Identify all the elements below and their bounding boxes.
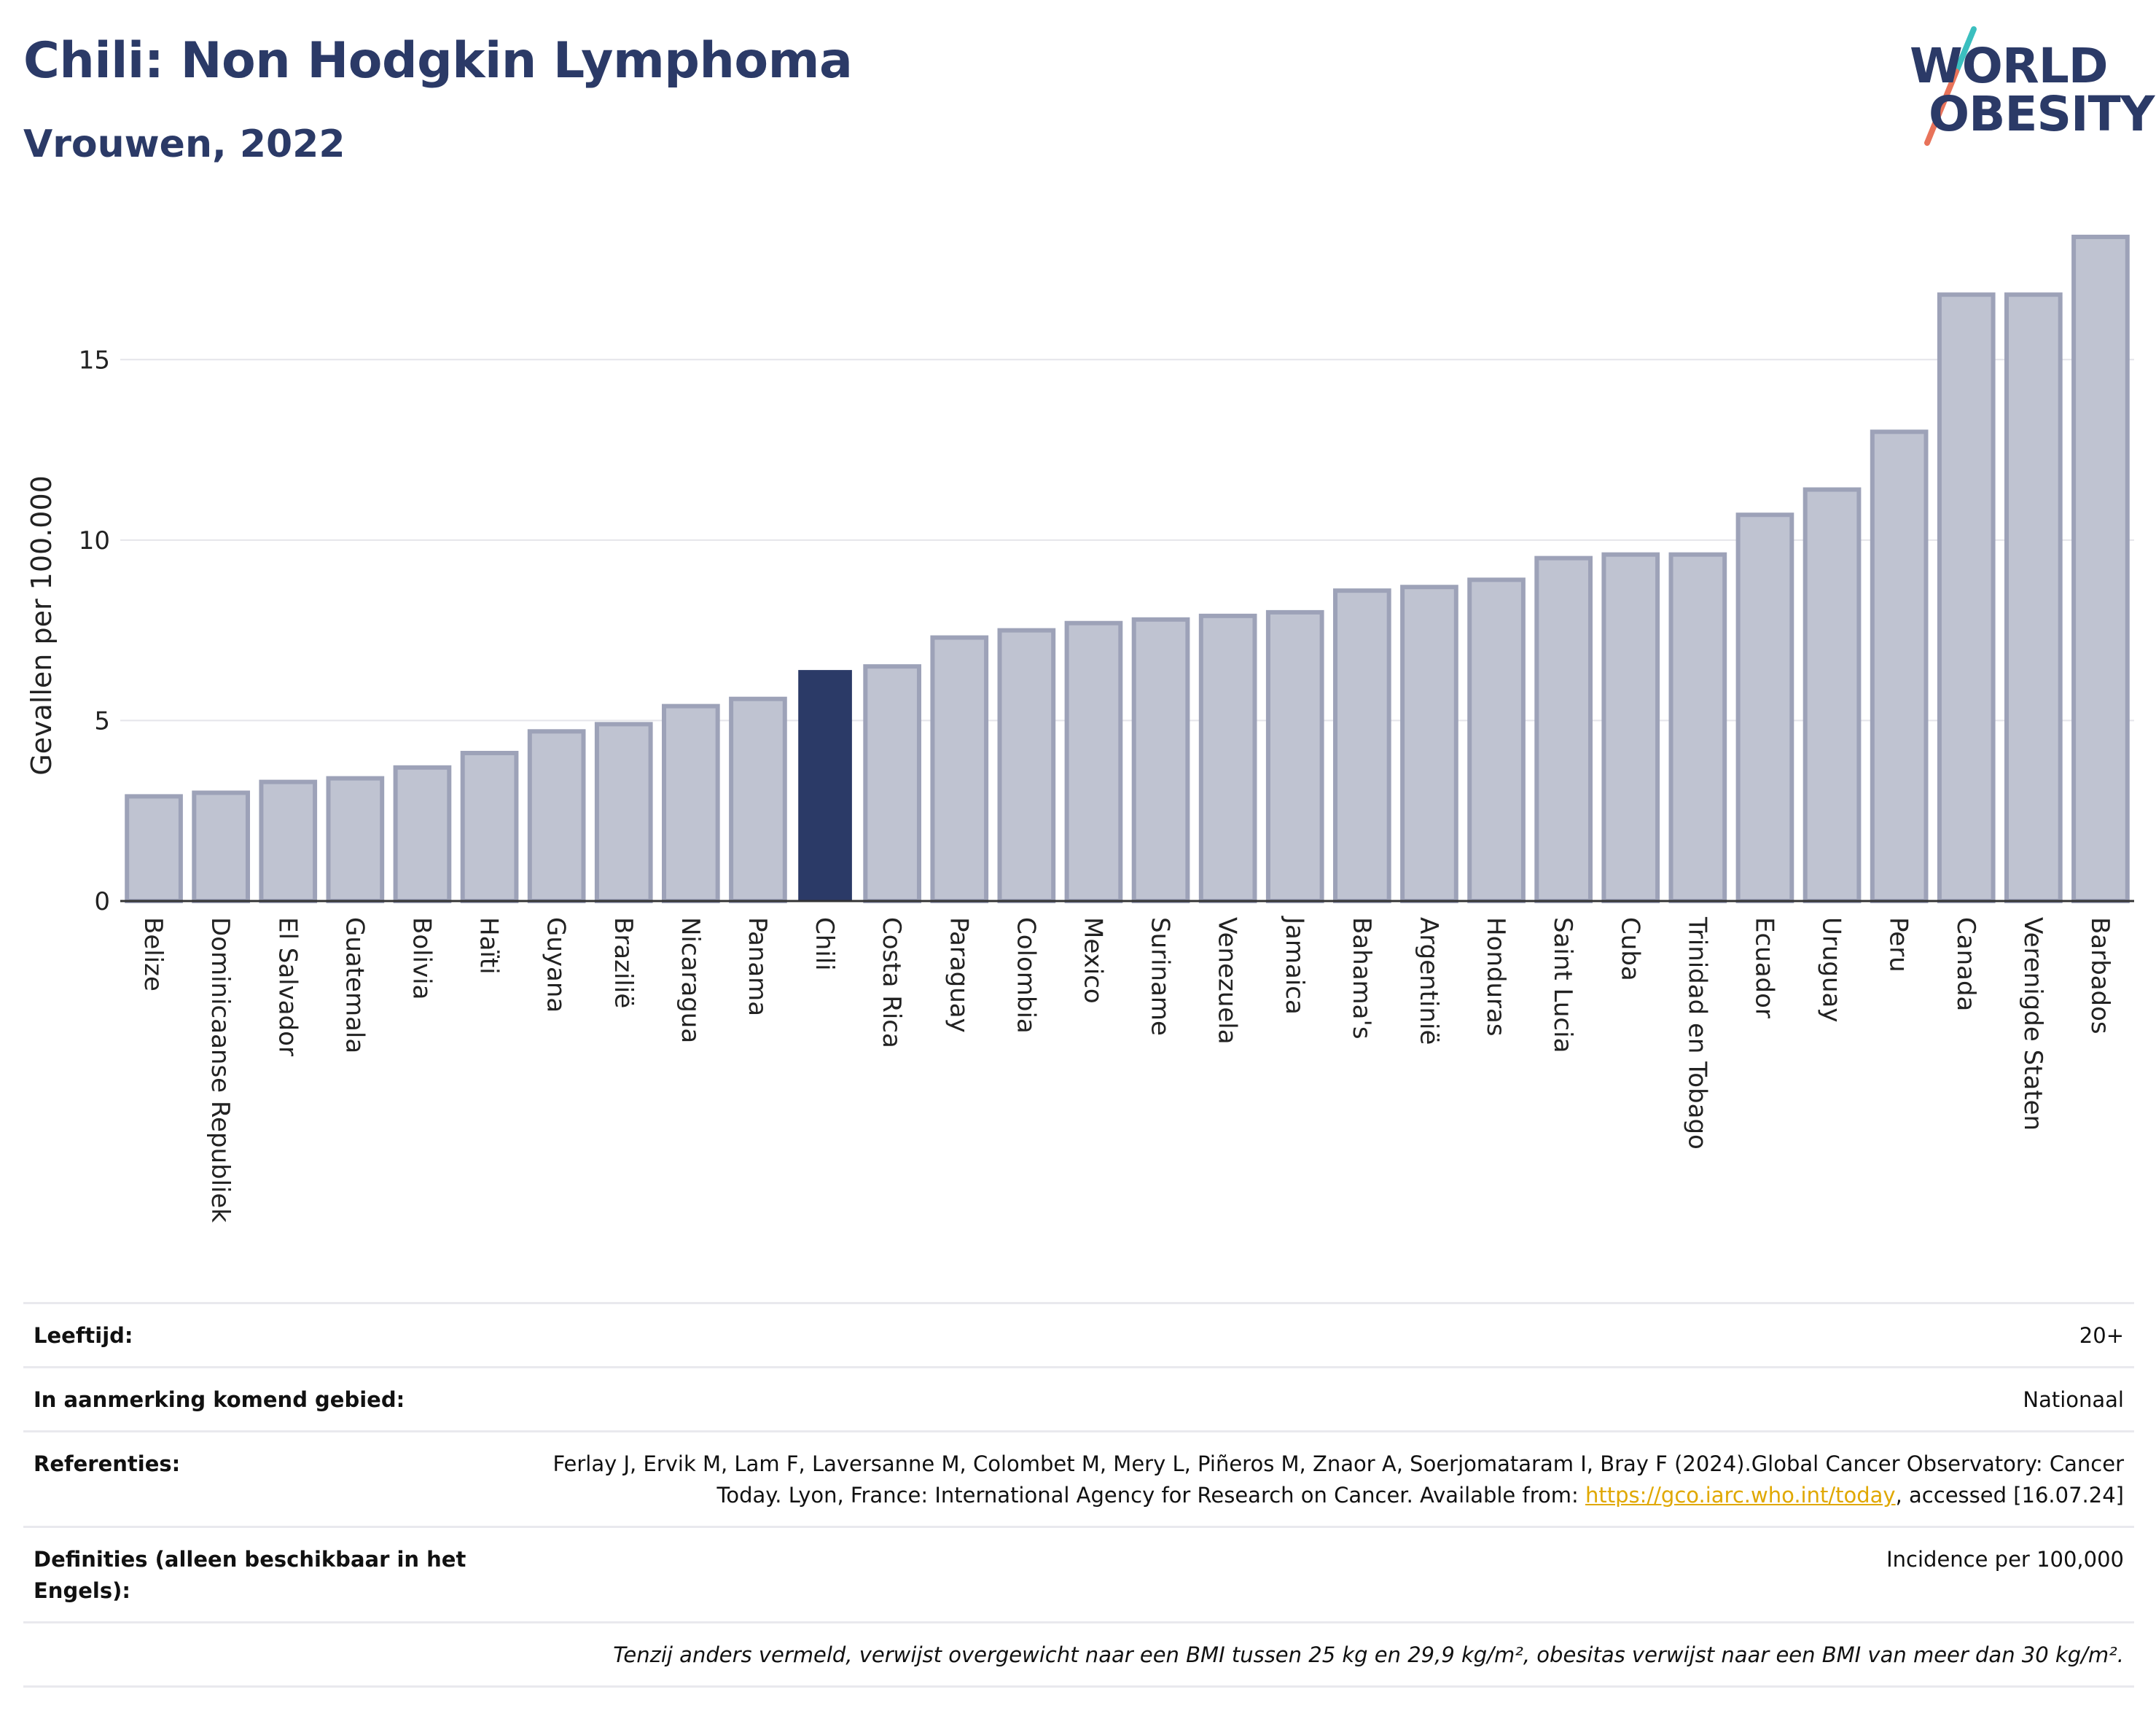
bars — [125, 234, 2130, 904]
y-axis-label: Gevallen per 100.000 — [26, 475, 58, 776]
footnote: Tenzij anders vermeld, verwijst overgewi… — [23, 1621, 2134, 1688]
x-tick-label: Bolivia — [407, 917, 436, 999]
x-tick-label: Costa Rica — [877, 917, 906, 1048]
bar — [1064, 620, 1123, 904]
references-accessed: , accessed [16.07.24] — [1895, 1483, 2124, 1508]
bar — [1870, 429, 1929, 903]
bar — [1735, 512, 1794, 904]
logo-line-2: OBESITY — [1929, 86, 2155, 142]
x-tick-label: Paraguay — [944, 917, 973, 1033]
bar — [594, 722, 653, 903]
bar — [1265, 609, 1324, 903]
x-tick-label: Haïti — [474, 917, 504, 975]
definitions-label: Definities (alleen beschikbaar in het En… — [34, 1547, 466, 1603]
x-tick-label: Uruguay — [1817, 917, 1846, 1023]
x-tick-label: Jamaica — [1280, 916, 1309, 1015]
x-tick-label: Chili — [810, 917, 839, 971]
world-obesity-logo: WORLD OBESITY — [1895, 20, 2155, 159]
x-tick-label: Honduras — [1481, 917, 1510, 1037]
age-value: 20+ — [2079, 1323, 2124, 1348]
definitions-value: Incidence per 100,000 — [1886, 1547, 2124, 1572]
bar — [1333, 588, 1391, 903]
bar — [1802, 487, 1862, 903]
x-tick-labels: Belize Dominicaanse Republiek El Salvador G… — [138, 916, 2114, 1223]
bar — [527, 729, 586, 904]
x-tick-label: Saint Lucia — [1548, 917, 1577, 1053]
x-tick-label: Ecuador — [1749, 917, 1778, 1018]
x-tick-label: Peru — [1884, 917, 1913, 972]
x-tick-label: Trinidad en Tobago — [1682, 916, 1711, 1150]
x-tick-label: Brazilië — [609, 917, 638, 1008]
x-tick-label: Suriname — [1146, 917, 1175, 1036]
bar — [662, 703, 720, 903]
bar — [125, 794, 183, 904]
bar-chart: 0 5 10 15 Belize Dominicaanse Republiek El Sa… — [26, 234, 2134, 1223]
chart-subtitle: Vrouwen, 2022 — [23, 122, 345, 166]
area-value: Nationaal — [2023, 1387, 2124, 1412]
references-label: Referenties: — [34, 1451, 181, 1476]
x-tick-label: Mexico — [1078, 917, 1107, 1004]
x-tick-label: Verenigde Staten — [2018, 917, 2047, 1131]
bar — [1534, 555, 1593, 904]
meta-row-references: Referenties: Ferlay J, Ervik M, Lam F, L… — [23, 1430, 2134, 1526]
references-text: Ferlay J, Ervik M, Lam F, Laversanne M, … — [552, 1451, 2124, 1508]
meta-row-definitions: Definities (alleen beschikbaar in het En… — [23, 1526, 2134, 1621]
chart-title: Chili: Non Hodgkin Lymphoma — [23, 32, 853, 90]
references-link[interactable]: https://gco.iarc.who.int/today — [1585, 1483, 1896, 1508]
x-tick-label: Argentinië — [1414, 917, 1443, 1045]
y-tick-label: 5 — [94, 706, 110, 736]
x-tick-label: Canada — [1951, 917, 1980, 1011]
grid-lines — [120, 359, 2134, 722]
x-tick-label: Belize — [138, 917, 168, 991]
bar — [460, 750, 519, 903]
meta-row-area: In aanmerking komend gebied: Nationaal — [23, 1366, 2134, 1430]
x-tick-label: Nicaragua — [676, 917, 705, 1043]
bar — [2071, 234, 2130, 903]
y-tick-labels: 0 5 10 15 — [79, 346, 110, 916]
x-tick-label: Guyana — [542, 917, 571, 1013]
x-tick-label: El Salvador — [273, 917, 302, 1056]
bar — [1668, 552, 1727, 903]
bar — [259, 779, 318, 903]
x-tick-label: Bahama's — [1347, 917, 1376, 1040]
logo-slash-icon — [1924, 26, 1977, 146]
bar — [729, 696, 787, 903]
metadata-table: Leeftijd: 20+ In aanmerking komend gebie… — [23, 1302, 2134, 1688]
meta-row-age: Leeftijd: 20+ — [23, 1302, 2134, 1366]
x-tick-label: Dominicaanse Republiek — [206, 917, 235, 1223]
bar — [1467, 577, 1526, 903]
bar — [997, 628, 1056, 903]
bar — [393, 765, 452, 903]
logo-line-1: WORLD — [1910, 38, 2109, 94]
bar — [1937, 292, 1996, 903]
bar — [798, 670, 852, 901]
bar — [1198, 613, 1257, 904]
x-tick-label: Guatemala — [340, 917, 369, 1053]
x-tick-label: Barbados — [2085, 917, 2114, 1034]
x-tick-label: Panama — [743, 917, 772, 1016]
bar — [2004, 292, 2063, 903]
area-label: In aanmerking komend gebied: — [34, 1387, 405, 1412]
bar — [1601, 552, 1660, 903]
bar — [326, 776, 385, 903]
x-tick-label: Cuba — [1615, 917, 1644, 981]
bar — [1400, 585, 1458, 903]
bar — [192, 790, 250, 904]
bar — [863, 664, 921, 903]
x-tick-label: Colombia — [1011, 917, 1040, 1034]
references-value: Ferlay J, Ervik M, Lam F, Laversanne M, … — [515, 1449, 2124, 1511]
age-label: Leeftijd: — [34, 1323, 133, 1348]
y-tick-label: 15 — [79, 346, 110, 375]
bar — [930, 635, 989, 903]
bar — [1131, 617, 1190, 904]
y-tick-label: 10 — [79, 526, 110, 555]
x-tick-label: Venezuela — [1213, 917, 1242, 1045]
y-tick-label: 0 — [94, 887, 110, 916]
